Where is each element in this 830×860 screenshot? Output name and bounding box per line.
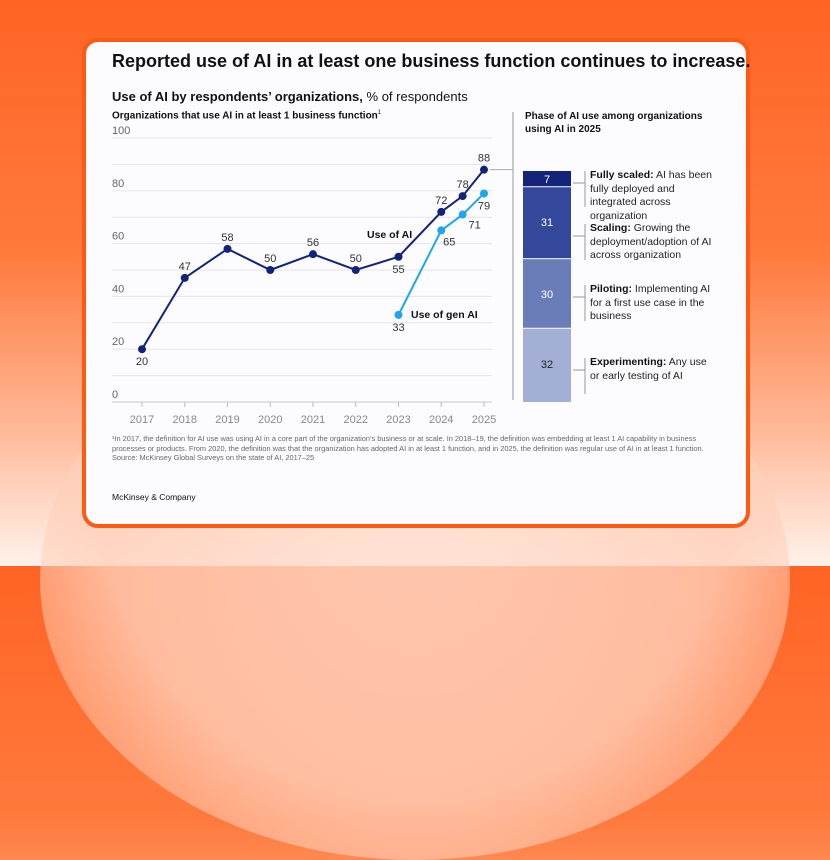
segment-label-desc: AI has been fully deployed and integrate… [590, 169, 712, 222]
segment-label: Scaling: Growing the deployment/adoption… [590, 222, 715, 263]
data-point [458, 210, 467, 219]
y-tick-label: 60 [112, 231, 124, 243]
footnote: ¹In 2017, the definition for AI use was … [112, 434, 712, 463]
bracket-line [573, 171, 586, 207]
bar-segment-piloting [523, 259, 571, 328]
series-label-gen-ai: Use of gen AI [411, 309, 478, 321]
subtitle-bold: Use of AI by respondents’ organizations, [112, 89, 363, 104]
source-text: Source: McKinsey Global Surveys on the s… [112, 453, 315, 462]
y-tick-label: 40 [112, 283, 124, 295]
segment-label-name: Fully scaled: [590, 169, 654, 181]
bracket-line [573, 224, 586, 260]
footnote-text: ¹In 2017, the definition for AI use was … [112, 434, 704, 453]
data-label: 71 [469, 220, 481, 232]
data-point [180, 273, 189, 282]
data-label: 20 [136, 356, 148, 368]
data-label: 88 [478, 153, 490, 165]
y-tick-label: 100 [112, 125, 130, 137]
bar-value-label: 31 [541, 217, 553, 229]
data-label: 50 [350, 253, 362, 265]
chart-card [82, 38, 750, 528]
segment-label-desc: Any use or early testing of AI [590, 356, 707, 382]
data-point [437, 207, 446, 216]
data-point [480, 165, 488, 174]
y-tick-label: 20 [112, 336, 124, 348]
x-tick-label: 2020 [258, 414, 282, 426]
line-chart-title: Organizations that use AI in at least 1 … [112, 110, 381, 121]
bracket-line [573, 285, 586, 321]
data-label: 72 [435, 195, 447, 207]
bar-value-label: 30 [541, 289, 553, 301]
brand-logo-text: McKinsey & Company [112, 492, 196, 502]
chart-subtitle: Use of AI by respondents’ organizations,… [112, 89, 468, 104]
data-point [394, 252, 403, 261]
data-point [480, 189, 488, 198]
data-point [223, 244, 232, 253]
segment-label: Fully scaled: AI has been fully deployed… [590, 169, 715, 223]
data-point [458, 192, 467, 201]
series-line-ai [141, 169, 485, 350]
data-label: 56 [307, 237, 319, 249]
bar-segment-fully-scaled [523, 171, 571, 187]
data-label: 78 [457, 179, 469, 191]
data-label: 65 [443, 236, 455, 248]
data-label: 33 [392, 322, 404, 334]
data-label: 79 [478, 200, 490, 212]
x-tick-label: 2022 [344, 414, 368, 426]
data-label: 58 [221, 232, 233, 244]
series-line-gen-ai [397, 192, 485, 316]
bracket-line [573, 358, 586, 394]
data-label: 50 [264, 253, 276, 265]
bar-value-label: 7 [544, 174, 550, 186]
series-label-ai: Use of AI [367, 229, 412, 241]
segment-label: Experimenting: Any use or early testing … [590, 356, 715, 383]
data-label: 47 [179, 261, 191, 273]
data-point [309, 250, 317, 259]
y-tick-label: 0 [112, 389, 118, 401]
x-tick-label: 2018 [173, 414, 197, 426]
data-point [394, 310, 403, 319]
x-tick-label: 2017 [130, 414, 154, 426]
segment-label-desc: Growing the deployment/adoption of AI ac… [590, 222, 712, 261]
segment-label-desc: Implementing AI for a first use case in … [590, 283, 711, 322]
segment-label-name: Experimenting: [590, 356, 667, 368]
data-point [138, 345, 146, 354]
x-tick-label: 2019 [215, 414, 239, 426]
segment-label-name: Piloting: [590, 283, 632, 295]
x-tick-label: 2021 [301, 414, 325, 426]
data-label: 55 [392, 264, 404, 276]
segment-label: Piloting: Implementing AI for a first us… [590, 283, 715, 324]
bar-value-label: 32 [541, 359, 553, 371]
subtitle-rest: % of respondents [362, 89, 468, 104]
bar-chart-title: Phase of AI use among organizations usin… [525, 111, 703, 135]
bar-segment-scaling [523, 187, 571, 259]
x-tick-label: 2025 [472, 414, 496, 426]
footnote-mark: 1 [377, 110, 382, 116]
bar-segment-experimenting [523, 328, 571, 402]
x-tick-label: 2023 [386, 414, 410, 426]
y-tick-label: 80 [112, 178, 124, 190]
data-point [351, 266, 360, 274]
page-title: Reported use of AI in at least one busin… [112, 51, 751, 71]
x-tick-label: 2024 [429, 414, 453, 426]
data-point [266, 266, 275, 274]
segment-label-name: Scaling: [590, 222, 631, 234]
line-chart-title-text: Organizations that use AI in at least 1 … [112, 110, 378, 122]
data-point [437, 226, 446, 235]
